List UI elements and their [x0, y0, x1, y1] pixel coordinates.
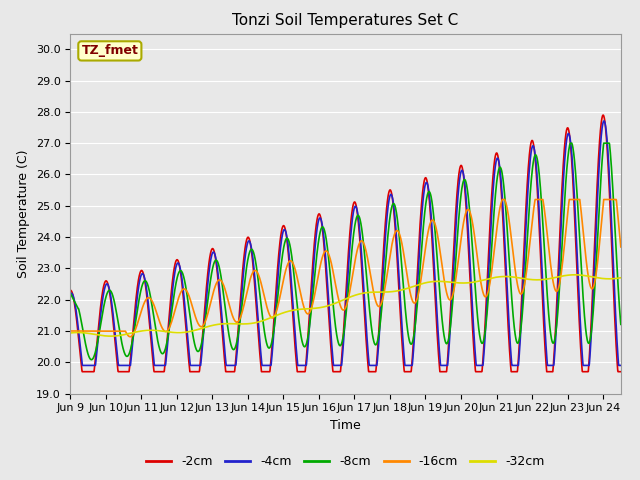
-2cm — [601, 120, 609, 126]
Line: -4cm: -4cm — [70, 121, 621, 365]
-32cm — [602, 276, 609, 282]
-16cm — [320, 251, 328, 256]
-32cm — [500, 274, 508, 279]
-32cm — [335, 299, 342, 305]
Y-axis label: Soil Temperature (C): Soil Temperature (C) — [17, 149, 30, 278]
-2cm — [602, 123, 609, 129]
-16cm — [95, 328, 102, 334]
-4cm — [602, 122, 609, 128]
X-axis label: Time: Time — [330, 419, 361, 432]
-16cm — [617, 244, 625, 250]
-2cm — [599, 112, 607, 118]
Line: -2cm: -2cm — [70, 115, 621, 372]
-16cm — [601, 197, 609, 203]
-32cm — [95, 332, 102, 338]
-4cm — [617, 362, 625, 368]
-2cm — [67, 288, 74, 293]
-8cm — [601, 140, 609, 146]
-32cm — [320, 304, 328, 310]
-4cm — [67, 291, 74, 297]
-16cm — [499, 197, 506, 203]
-16cm — [67, 328, 74, 334]
Line: -8cm: -8cm — [70, 143, 621, 360]
-8cm — [67, 290, 74, 296]
-16cm — [335, 295, 342, 301]
-8cm — [320, 225, 328, 231]
-2cm — [95, 321, 102, 327]
-16cm — [500, 197, 508, 203]
-32cm — [571, 272, 579, 278]
-2cm — [78, 369, 86, 374]
-32cm — [67, 330, 74, 336]
-4cm — [95, 330, 102, 336]
-8cm — [335, 340, 342, 346]
-2cm — [335, 369, 342, 374]
-4cm — [600, 118, 608, 124]
-4cm — [79, 362, 86, 368]
-2cm — [320, 239, 328, 245]
-8cm — [95, 333, 102, 338]
-32cm — [617, 275, 625, 281]
-4cm — [500, 224, 508, 230]
Line: -32cm: -32cm — [70, 275, 621, 336]
-8cm — [88, 357, 95, 362]
-2cm — [500, 239, 508, 245]
-4cm — [601, 120, 609, 126]
-16cm — [126, 334, 134, 339]
-4cm — [335, 362, 342, 368]
Legend: -2cm, -4cm, -8cm, -16cm, -32cm: -2cm, -4cm, -8cm, -16cm, -32cm — [141, 450, 550, 473]
-8cm — [617, 322, 625, 327]
-32cm — [107, 333, 115, 339]
-8cm — [602, 140, 609, 146]
-16cm — [602, 197, 609, 203]
Title: Tonzi Soil Temperatures Set C: Tonzi Soil Temperatures Set C — [232, 13, 459, 28]
-4cm — [320, 233, 328, 239]
-8cm — [566, 140, 574, 146]
-32cm — [601, 276, 609, 282]
Text: TZ_fmet: TZ_fmet — [81, 44, 138, 58]
-2cm — [617, 369, 625, 374]
Line: -16cm: -16cm — [70, 200, 621, 336]
-8cm — [500, 186, 508, 192]
